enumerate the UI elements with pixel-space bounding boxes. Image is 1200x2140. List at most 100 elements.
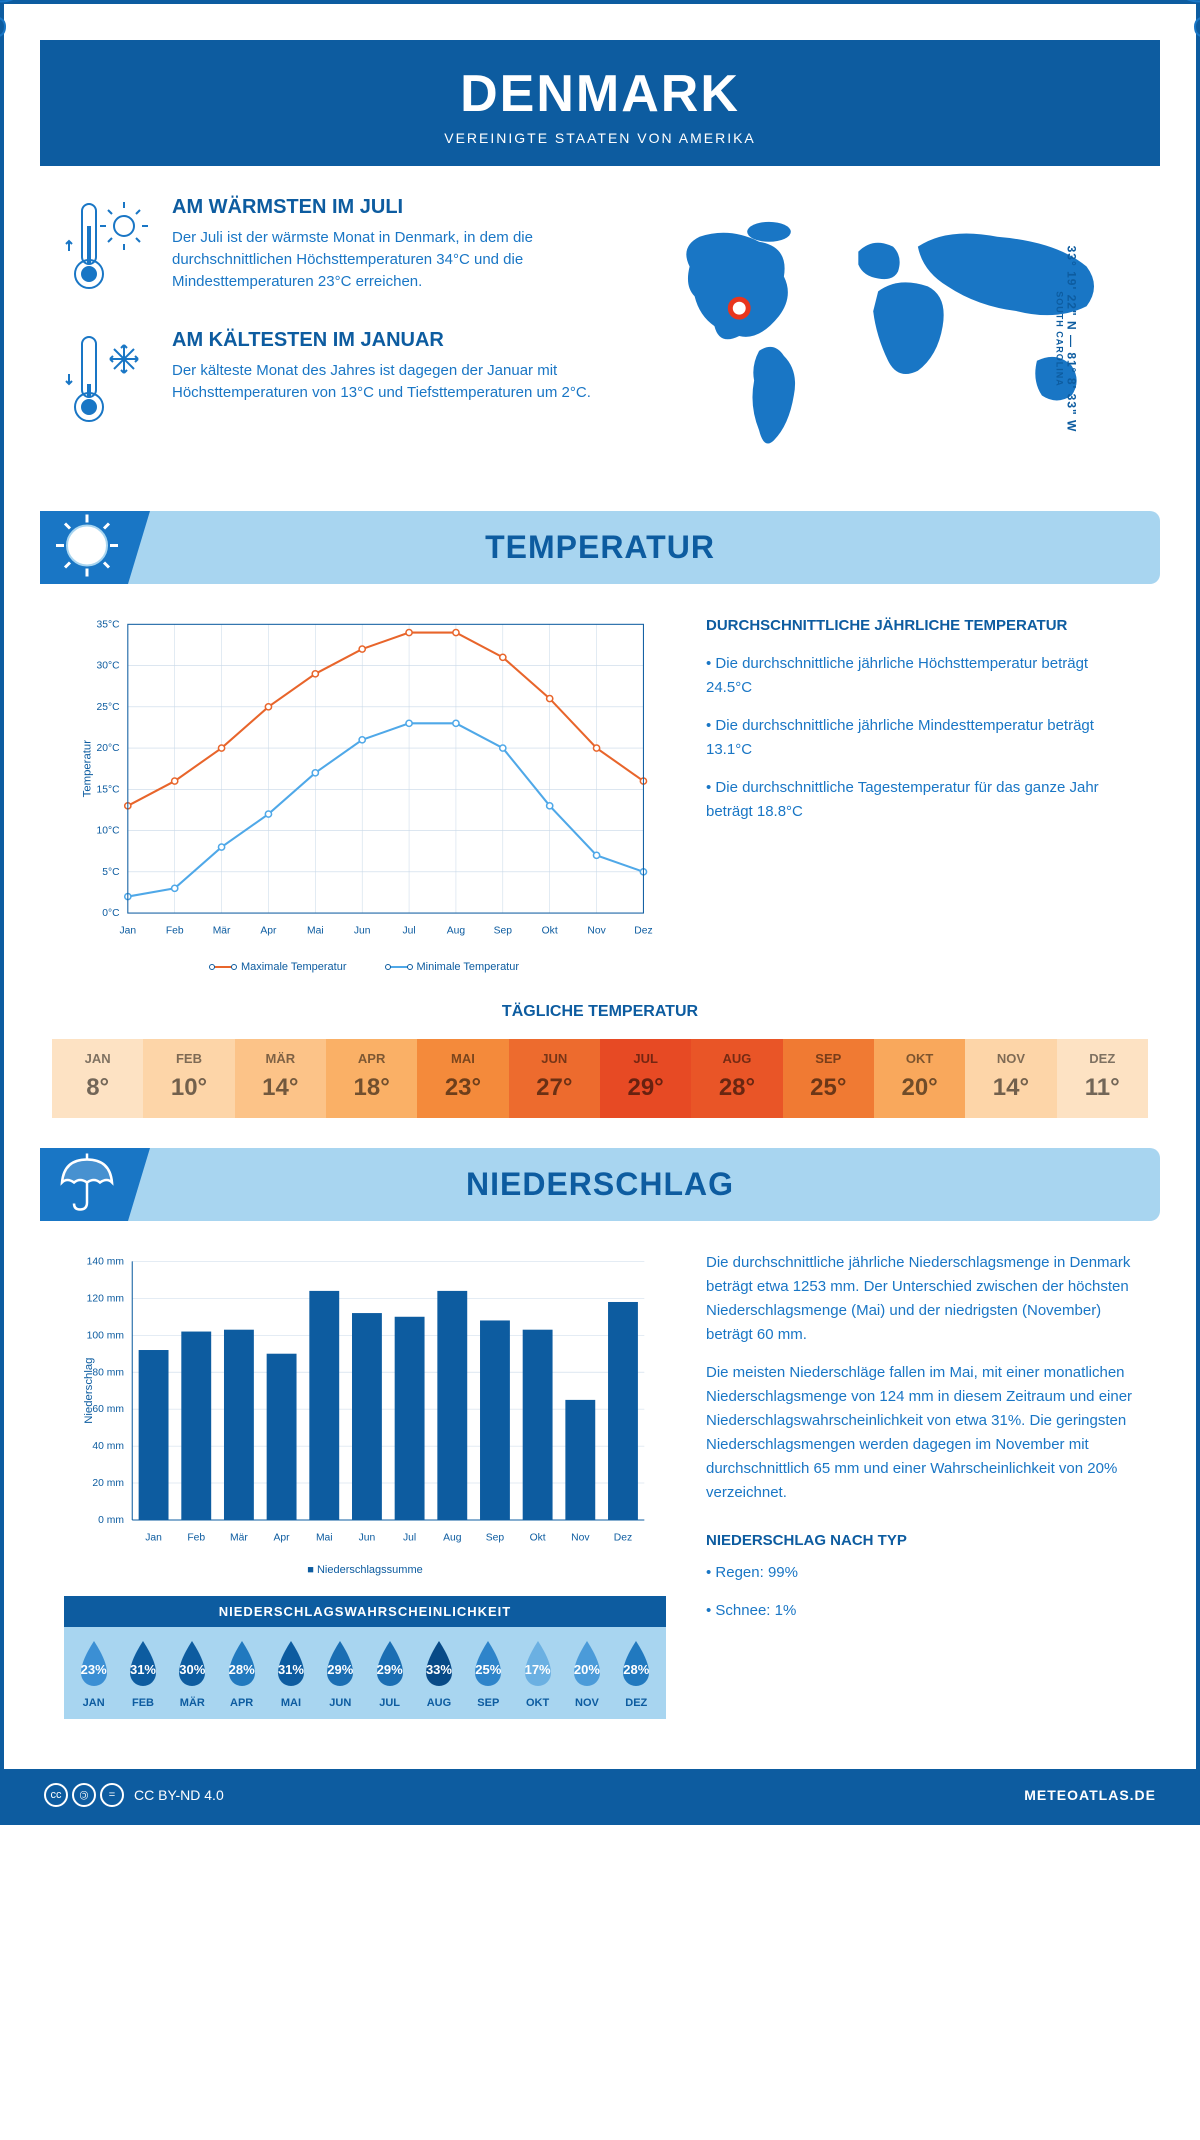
svg-text:Mär: Mär — [213, 926, 231, 937]
source-text: METEOATLAS.DE — [1024, 1787, 1156, 1803]
wind-icon-right — [1170, 0, 1200, 52]
location-name: DENMARK — [40, 64, 1160, 124]
svg-text:Feb: Feb — [187, 1533, 205, 1544]
precipitation-summary: Die durchschnittliche jährliche Niedersc… — [706, 1251, 1136, 1719]
svg-text:Jun: Jun — [354, 926, 371, 937]
svg-text:30°C: 30°C — [97, 661, 121, 672]
probability-cell: 28%DEZ — [613, 1639, 660, 1709]
svg-text:Mai: Mai — [307, 926, 324, 937]
svg-text:Jul: Jul — [403, 1533, 416, 1544]
svg-text:Mai: Mai — [316, 1533, 333, 1544]
header: DENMARK VEREINIGTE STAATEN VON AMERIKA — [40, 40, 1160, 166]
world-map: 33° 19' 22" N — 81° 8' 33" W SOUTH CAROL… — [640, 196, 1136, 481]
warmest-fact: AM WÄRMSTEN IM JULI Der Juli ist der wär… — [64, 196, 610, 301]
precipitation-chart-row: 0 mm 20 mm 40 mm 60 mm 80 mm 100 mm 120 mm 140 … — [4, 1221, 1196, 1739]
warmest-text: Der Juli ist der wärmste Monat in Denmar… — [172, 227, 610, 292]
temperature-section-header: TEMPERATUR — [40, 511, 1160, 584]
temp-cell: JUL29° — [600, 1039, 691, 1118]
svg-text:35°C: 35°C — [97, 619, 121, 630]
license-text: CC BY-ND 4.0 — [134, 1787, 224, 1803]
svg-text:Aug: Aug — [447, 926, 466, 937]
svg-text:80 mm: 80 mm — [92, 1367, 124, 1378]
temp-chart-legend: Maximale Temperatur Minimale Temperatur — [64, 961, 666, 973]
temp-cell: AUG28° — [691, 1039, 782, 1118]
umbrella-icon — [52, 1147, 122, 1222]
svg-text:Niederschlag: Niederschlag — [83, 1357, 95, 1423]
svg-text:0°C: 0°C — [102, 908, 120, 919]
precip-chart-legend: Niederschlagssumme — [64, 1564, 666, 1576]
svg-text:120 mm: 120 mm — [87, 1293, 124, 1304]
svg-text:Jul: Jul — [402, 926, 415, 937]
temp-cell: OKT20° — [874, 1039, 965, 1118]
svg-text:Okt: Okt — [530, 1533, 546, 1544]
wind-icon-left — [0, 0, 30, 52]
footer: cc🄯= CC BY-ND 4.0 METEOATLAS.DE — [4, 1769, 1196, 1821]
svg-text:Apr: Apr — [274, 1533, 291, 1544]
svg-text:20°C: 20°C — [97, 743, 121, 754]
coldest-title: AM KÄLTESTEN IM JANUAR — [172, 329, 610, 352]
temp-cell: MAI23° — [417, 1039, 508, 1118]
svg-text:100 mm: 100 mm — [87, 1330, 124, 1341]
svg-text:60 mm: 60 mm — [92, 1404, 124, 1415]
temp-cell: NOV14° — [965, 1039, 1056, 1118]
svg-text:0 mm: 0 mm — [98, 1515, 124, 1526]
temperature-chart-row: 0°C5°C10°C15°C20°C25°C30°C35°CJanFebMärA… — [4, 584, 1196, 993]
daily-temp-title: TÄGLICHE TEMPERATUR — [4, 1003, 1196, 1021]
svg-text:Apr: Apr — [260, 926, 277, 937]
svg-text:15°C: 15°C — [97, 784, 121, 795]
svg-text:40 mm: 40 mm — [92, 1441, 124, 1452]
temp-cell: MÄR14° — [235, 1039, 326, 1118]
svg-text:Mär: Mär — [230, 1533, 248, 1544]
precipitation-by-type: NIEDERSCHLAG NACH TYP • Regen: 99% • Sch… — [706, 1529, 1136, 1623]
temperature-title: TEMPERATUR — [40, 529, 1160, 566]
thermometer-snow-icon — [64, 329, 154, 434]
precipitation-section-header: NIEDERSCHLAG — [40, 1148, 1160, 1221]
precipitation-title: NIEDERSCHLAG — [40, 1166, 1160, 1203]
probability-cell: 17%OKT — [514, 1639, 561, 1709]
probability-cell: 30%MÄR — [169, 1639, 216, 1709]
probability-cell: 20%NOV — [563, 1639, 610, 1709]
svg-text:140 mm: 140 mm — [87, 1256, 124, 1267]
daily-temp-table: JAN8°FEB10°MÄR14°APR18°MAI23°JUN27°JUL29… — [52, 1039, 1148, 1118]
svg-text:Sep: Sep — [494, 926, 513, 937]
intro-section: AM WÄRMSTEN IM JULI Der Juli ist der wär… — [4, 166, 1196, 501]
probability-cell: 29%JUN — [317, 1639, 364, 1709]
svg-text:Nov: Nov — [587, 926, 606, 937]
temp-cell: SEP25° — [783, 1039, 874, 1118]
temp-cell: APR18° — [326, 1039, 417, 1118]
temperature-summary: DURCHSCHNITTLICHE JÄHRLICHE TEMPERATUR •… — [706, 614, 1136, 973]
svg-text:25°C: 25°C — [97, 702, 121, 713]
svg-text:Sep: Sep — [486, 1533, 505, 1544]
thermometer-sun-icon — [64, 196, 154, 301]
coordinates: 33° 19' 22" N — 81° 8' 33" W SOUTH CAROL… — [1055, 245, 1079, 432]
svg-text:20 mm: 20 mm — [92, 1478, 124, 1489]
probability-cell: 25%SEP — [465, 1639, 512, 1709]
temp-cell: DEZ11° — [1057, 1039, 1148, 1118]
sun-icon — [52, 510, 122, 585]
svg-text:Dez: Dez — [634, 926, 652, 937]
temp-cell: JAN8° — [52, 1039, 143, 1118]
svg-text:Temperatur: Temperatur — [82, 740, 94, 798]
coldest-fact: AM KÄLTESTEN IM JANUAR Der kälteste Mona… — [64, 329, 610, 434]
infographic-page: DENMARK VEREINIGTE STAATEN VON AMERIKA A… — [0, 0, 1200, 1825]
probability-cell: 29%JUL — [366, 1639, 413, 1709]
svg-text:Jan: Jan — [145, 1533, 162, 1544]
svg-text:Jun: Jun — [359, 1533, 376, 1544]
svg-text:Aug: Aug — [443, 1533, 462, 1544]
temp-cell: JUN27° — [509, 1039, 600, 1118]
svg-text:Feb: Feb — [166, 926, 184, 937]
probability-cell: 31%MAI — [267, 1639, 314, 1709]
probability-cell: 28%APR — [218, 1639, 265, 1709]
svg-text:10°C: 10°C — [97, 826, 121, 837]
temperature-line-chart: 0°C5°C10°C15°C20°C25°C30°C35°CJanFebMärA… — [64, 614, 666, 944]
warmest-title: AM WÄRMSTEN IM JULI — [172, 196, 610, 219]
svg-text:Okt: Okt — [542, 926, 558, 937]
probability-cell: 33%AUG — [415, 1639, 462, 1709]
precipitation-bar-chart: 0 mm 20 mm 40 mm 60 mm 80 mm 100 mm 120 mm 140 … — [64, 1251, 666, 1551]
country-name: VEREINIGTE STAATEN VON AMERIKA — [40, 130, 1160, 146]
probability-cell: 31%FEB — [119, 1639, 166, 1709]
cc-license-icons: cc🄯= — [44, 1783, 124, 1807]
svg-text:Jan: Jan — [120, 926, 137, 937]
temp-cell: FEB10° — [143, 1039, 234, 1118]
svg-text:Dez: Dez — [614, 1533, 632, 1544]
